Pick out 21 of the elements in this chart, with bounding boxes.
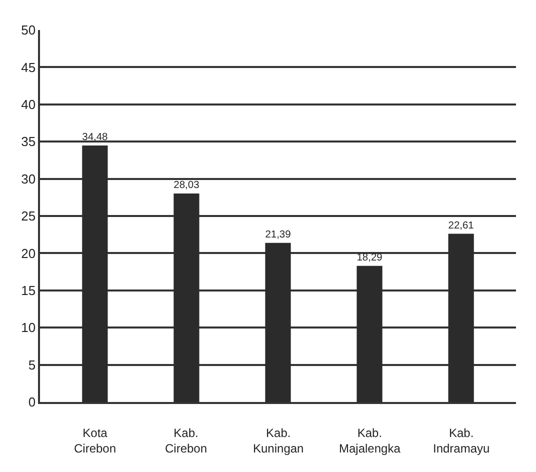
y-tick-label: 25 xyxy=(21,208,36,224)
y-tick-label: 35 xyxy=(21,134,36,150)
y-tick-label: 20 xyxy=(21,246,36,261)
y-tick-label: 40 xyxy=(21,96,36,112)
y-tick-label: 50 xyxy=(21,22,36,38)
data-label: 34,48 xyxy=(82,132,108,144)
x-tick-label: Kota Cirebon xyxy=(74,426,116,456)
data-label: 18,29 xyxy=(356,252,383,264)
x-tick-label: Kab. Majalengka xyxy=(339,426,401,456)
x-tick-label: Kab. Cirebon xyxy=(165,426,208,456)
y-tick-label: 10 xyxy=(21,320,36,336)
data-label: 22,61 xyxy=(448,220,474,232)
y-tick-label: 0 xyxy=(28,394,36,410)
y-tick-label: 5 xyxy=(28,357,36,372)
y-tick-label: 15 xyxy=(21,282,36,298)
x-tick-label: Kab. Kuningan xyxy=(253,426,304,456)
y-tick-label: 45 xyxy=(21,60,36,75)
y-tick-label: 30 xyxy=(21,171,36,186)
x-tick-label: Kab. Indramayu xyxy=(433,426,490,456)
data-label: 21,39 xyxy=(265,229,292,240)
data-label: 28,03 xyxy=(174,180,200,192)
